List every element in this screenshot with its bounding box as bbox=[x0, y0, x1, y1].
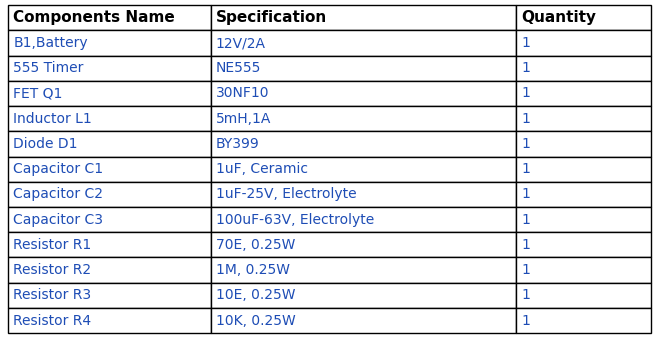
Text: 100uF-63V, Electrolyte: 100uF-63V, Electrolyte bbox=[215, 213, 374, 227]
Bar bbox=[516, 257, 651, 283]
Bar bbox=[8, 156, 210, 182]
Bar bbox=[8, 106, 210, 131]
Text: Capacitor C3: Capacitor C3 bbox=[13, 213, 103, 227]
Bar bbox=[210, 5, 516, 31]
Bar bbox=[8, 308, 210, 333]
Text: 1: 1 bbox=[521, 187, 530, 201]
Text: 1: 1 bbox=[521, 162, 530, 176]
Text: 1: 1 bbox=[521, 288, 530, 302]
Text: Resistor R1: Resistor R1 bbox=[13, 238, 92, 252]
Text: Resistor R4: Resistor R4 bbox=[13, 313, 92, 328]
Text: NE555: NE555 bbox=[215, 61, 261, 75]
Bar bbox=[516, 5, 651, 31]
Text: Resistor R3: Resistor R3 bbox=[13, 288, 92, 302]
Text: B1,Battery: B1,Battery bbox=[13, 36, 88, 50]
Text: 10E, 0.25W: 10E, 0.25W bbox=[215, 288, 295, 302]
Bar bbox=[8, 5, 210, 31]
Text: 1: 1 bbox=[521, 263, 530, 277]
Bar bbox=[516, 106, 651, 131]
Text: Resistor R2: Resistor R2 bbox=[13, 263, 92, 277]
Text: FET Q1: FET Q1 bbox=[13, 86, 63, 101]
Text: 555 Timer: 555 Timer bbox=[13, 61, 84, 75]
Bar bbox=[8, 257, 210, 283]
Bar bbox=[8, 207, 210, 232]
Bar bbox=[8, 56, 210, 81]
Text: 1: 1 bbox=[521, 213, 530, 227]
Bar bbox=[210, 81, 516, 106]
Bar bbox=[516, 308, 651, 333]
Text: Components Name: Components Name bbox=[13, 10, 175, 25]
Text: Specification: Specification bbox=[215, 10, 327, 25]
Bar bbox=[210, 207, 516, 232]
Text: Quantity: Quantity bbox=[521, 10, 596, 25]
Bar bbox=[210, 31, 516, 56]
Bar bbox=[210, 156, 516, 182]
Bar bbox=[516, 283, 651, 308]
Bar bbox=[210, 283, 516, 308]
Bar bbox=[210, 257, 516, 283]
Text: 1uF, Ceramic: 1uF, Ceramic bbox=[215, 162, 308, 176]
Text: 10K, 0.25W: 10K, 0.25W bbox=[215, 313, 295, 328]
Text: Capacitor C2: Capacitor C2 bbox=[13, 187, 103, 201]
Bar bbox=[516, 81, 651, 106]
Bar bbox=[8, 81, 210, 106]
Bar bbox=[210, 106, 516, 131]
Bar bbox=[210, 56, 516, 81]
Text: Capacitor C1: Capacitor C1 bbox=[13, 162, 103, 176]
Bar bbox=[516, 131, 651, 156]
Bar bbox=[516, 207, 651, 232]
Bar bbox=[516, 156, 651, 182]
Bar bbox=[210, 232, 516, 257]
Text: Inductor L1: Inductor L1 bbox=[13, 112, 92, 126]
Text: BY399: BY399 bbox=[215, 137, 260, 151]
Bar bbox=[8, 31, 210, 56]
Bar bbox=[210, 182, 516, 207]
Bar bbox=[516, 182, 651, 207]
Text: 1M, 0.25W: 1M, 0.25W bbox=[215, 263, 290, 277]
Bar bbox=[8, 131, 210, 156]
Bar bbox=[8, 232, 210, 257]
Bar bbox=[8, 283, 210, 308]
Bar bbox=[210, 308, 516, 333]
Text: 1: 1 bbox=[521, 238, 530, 252]
Text: 70E, 0.25W: 70E, 0.25W bbox=[215, 238, 295, 252]
Bar bbox=[210, 131, 516, 156]
Text: 1: 1 bbox=[521, 61, 530, 75]
Text: 1uF-25V, Electrolyte: 1uF-25V, Electrolyte bbox=[215, 187, 357, 201]
Text: 1: 1 bbox=[521, 36, 530, 50]
Text: 1: 1 bbox=[521, 86, 530, 101]
Text: 30NF10: 30NF10 bbox=[215, 86, 270, 101]
Text: 1: 1 bbox=[521, 137, 530, 151]
Bar bbox=[516, 232, 651, 257]
Text: 5mH,1A: 5mH,1A bbox=[215, 112, 271, 126]
Text: 1: 1 bbox=[521, 112, 530, 126]
Text: 12V/2A: 12V/2A bbox=[215, 36, 266, 50]
Text: Diode D1: Diode D1 bbox=[13, 137, 78, 151]
Bar bbox=[516, 31, 651, 56]
Bar bbox=[8, 182, 210, 207]
Text: 1: 1 bbox=[521, 313, 530, 328]
Bar bbox=[516, 56, 651, 81]
